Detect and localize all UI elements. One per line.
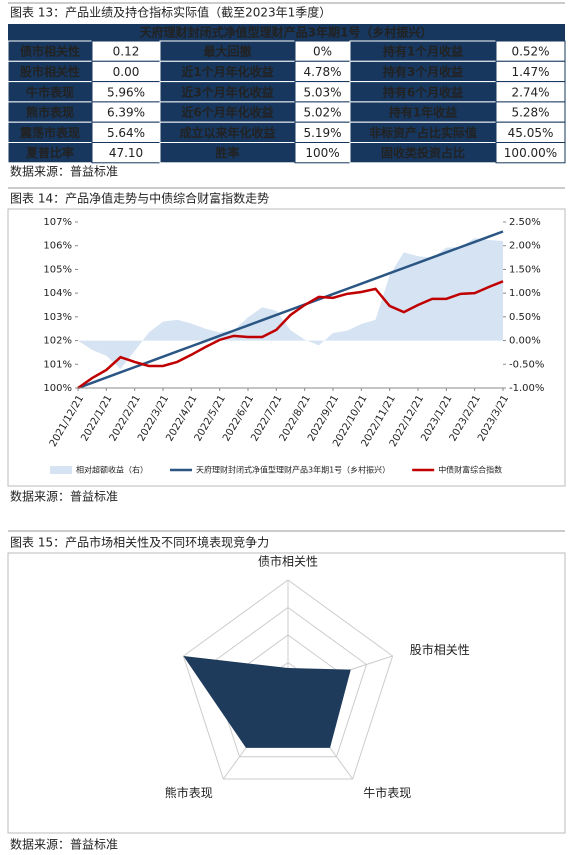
y-tick-label: 105% — [43, 264, 72, 275]
legend-label: 中债财富综合指数 — [438, 465, 502, 475]
cell-text: 胜率 — [215, 145, 239, 160]
caption: 图表 14：产品净值走势与中债综合财富指数走势 — [10, 191, 269, 206]
y-tick-label: 107% — [43, 217, 72, 228]
cell-text: 成立以来年化收益 — [179, 125, 275, 140]
radar-label: 债市相关性 — [258, 554, 318, 569]
cell-text: 0.52% — [511, 45, 549, 59]
cell-text: 47.10 — [109, 146, 143, 160]
cell-text: 0.12 — [113, 45, 140, 59]
cell-text: 6.39% — [107, 106, 145, 120]
cell-text: 2.74% — [511, 85, 549, 99]
cell-text: 震荡市表现 — [20, 125, 80, 140]
cell-text: 4.78% — [303, 65, 341, 79]
source: 数据来源：普益标准 — [10, 164, 118, 179]
cell-text: 1.47% — [511, 65, 549, 79]
cell-text: 最大回撤 — [203, 44, 251, 59]
cell-text: 非标资产占比实际值 — [369, 125, 477, 140]
cell-text: 100.00% — [504, 146, 557, 160]
cell-text: 持有1个月收益 — [383, 44, 463, 59]
y-tick-label: 100% — [43, 383, 72, 394]
table-cell — [495, 142, 566, 164]
legend-swatch — [50, 466, 72, 474]
y2-tick-label: 0.50% — [509, 312, 541, 323]
y2-tick-label: 2.50% — [509, 217, 541, 228]
radar-grid — [182, 579, 394, 780]
y-tick-label: 103% — [43, 312, 72, 323]
radar-grid — [208, 606, 368, 758]
cell-text: 持有6个月收益 — [383, 84, 463, 99]
cell-text: 5.19% — [303, 126, 341, 140]
cell-text: 债市相关性 — [20, 44, 80, 59]
source: 数据来源：普益标准 — [10, 837, 118, 852]
source: 数据来源：普益标准 — [10, 489, 118, 504]
table-header — [8, 24, 565, 41]
caption: 图表 15：产品市场相关性及不同环境表现竞争力 — [10, 535, 269, 550]
legend-label: 相对超额收益（右） — [76, 465, 148, 475]
cell-text: 近6个月年化收益 — [181, 105, 273, 120]
radar-label: 牛市表现 — [363, 785, 411, 800]
radar-label: 熊市表现 — [165, 785, 213, 800]
cell-text: 0% — [313, 45, 332, 59]
cell-text: 熊市表现 — [26, 105, 74, 120]
y-tick-label: 101% — [43, 359, 72, 370]
cell-text: 持有3个月收益 — [383, 64, 463, 79]
cell-text: 近3个月年化收益 — [181, 84, 273, 99]
cell-text: 100% — [305, 146, 339, 160]
cell-text: 固收类投资占比 — [381, 145, 465, 160]
cell-text: 0.00 — [113, 65, 140, 79]
y2-tick-label: 0.00% — [509, 336, 541, 347]
chart-frame — [7, 208, 566, 487]
cell-text: 近1个月年化收益 — [181, 64, 273, 79]
table-title: 天府理财封闭式净值型理财产品3年期1号（乡村振兴） — [140, 25, 433, 40]
area — [78, 238, 503, 370]
cell-text: 5.02% — [303, 106, 341, 120]
cell-text: 夏普比率 — [26, 145, 74, 160]
cell-text: 股市相关性 — [20, 64, 80, 79]
radar-label: 股市相关性 — [410, 642, 470, 657]
chart-frame — [7, 552, 566, 834]
y2-tick-label: 2.00% — [509, 241, 541, 252]
radar-area — [183, 656, 351, 748]
cell-text: 5.03% — [303, 85, 341, 99]
y2-tick-label: -0.50% — [509, 359, 544, 370]
cell-text: 45.05% — [508, 126, 554, 140]
cell-text: 5.96% — [107, 85, 145, 99]
y2-tick-label: -1.00% — [509, 383, 544, 394]
x-tick-label: 2021/12/21 — [48, 394, 86, 449]
y-tick-label: 106% — [43, 241, 72, 252]
cell-text: 5.64% — [107, 126, 145, 140]
legend-label: 天府理财封闭式净值型理财产品3年期1号（乡村振兴） — [196, 465, 390, 475]
y2-tick-label: 1.50% — [509, 264, 541, 275]
cell-text: 持有1年收益 — [389, 105, 457, 120]
cell-text: 5.28% — [511, 106, 549, 120]
caption: 图表 13：产品业绩及持仓指标实际值（截至2023年1季度） — [10, 5, 331, 20]
line — [77, 230, 504, 390]
y2-tick-label: 1.00% — [509, 288, 541, 299]
cell-text: 牛市表现 — [26, 84, 74, 99]
y-tick-label: 104% — [43, 288, 72, 299]
line — [77, 280, 504, 390]
y-tick-label: 102% — [43, 336, 72, 347]
